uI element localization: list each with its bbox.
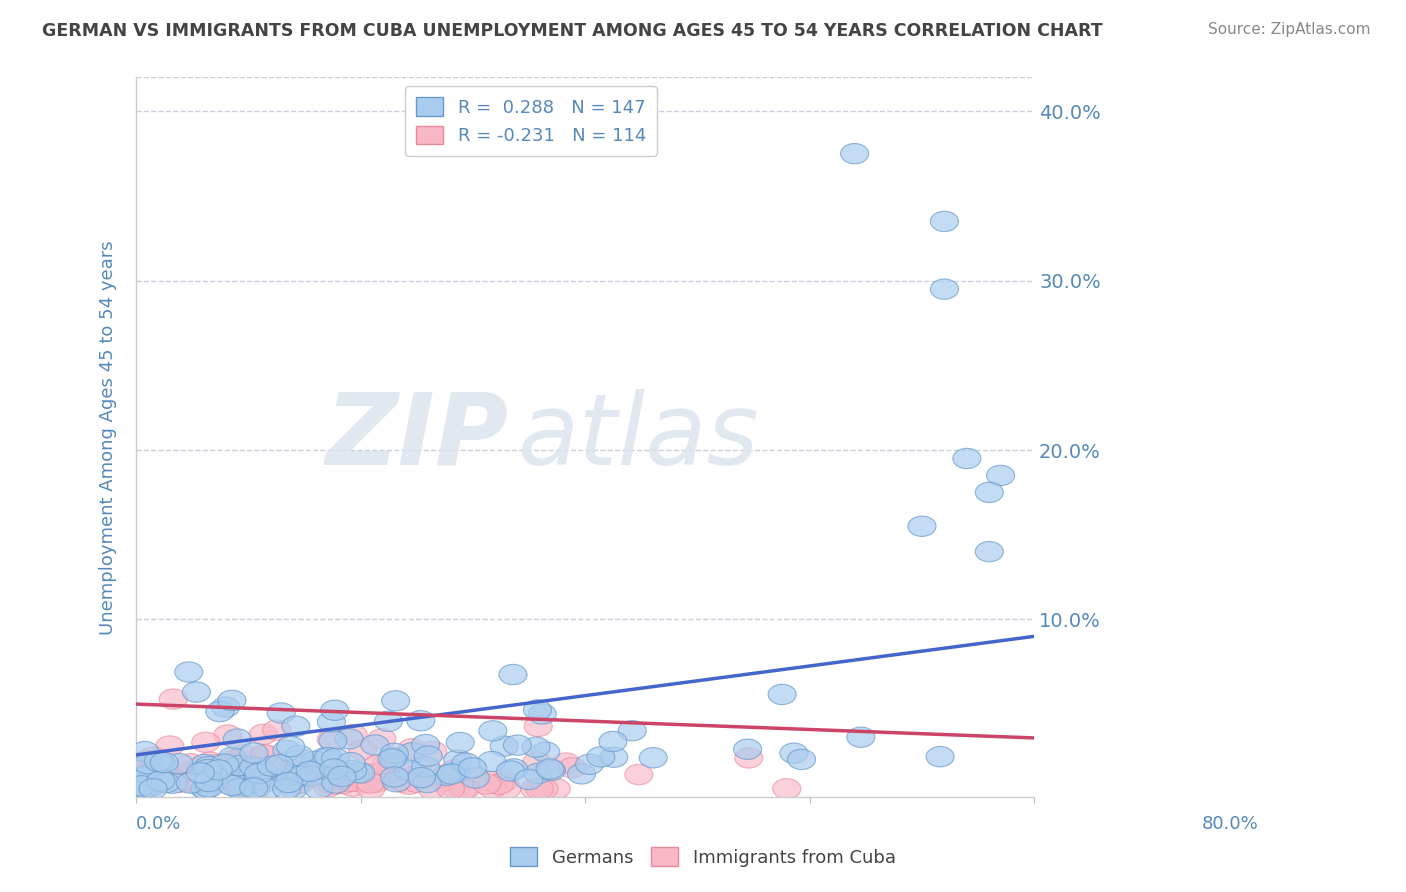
- Legend: R =  0.288   N = 147, R = -0.231   N = 114: R = 0.288 N = 147, R = -0.231 N = 114: [405, 87, 657, 156]
- Text: 80.0%: 80.0%: [1202, 815, 1258, 833]
- Text: 0.0%: 0.0%: [136, 815, 181, 833]
- Text: ZIP: ZIP: [326, 389, 509, 486]
- Y-axis label: Unemployment Among Ages 45 to 54 years: Unemployment Among Ages 45 to 54 years: [100, 240, 117, 634]
- Text: Source: ZipAtlas.com: Source: ZipAtlas.com: [1208, 22, 1371, 37]
- Legend: Germans, Immigrants from Cuba: Germans, Immigrants from Cuba: [503, 840, 903, 874]
- Text: atlas: atlas: [517, 389, 759, 486]
- Text: GERMAN VS IMMIGRANTS FROM CUBA UNEMPLOYMENT AMONG AGES 45 TO 54 YEARS CORRELATIO: GERMAN VS IMMIGRANTS FROM CUBA UNEMPLOYM…: [42, 22, 1102, 40]
